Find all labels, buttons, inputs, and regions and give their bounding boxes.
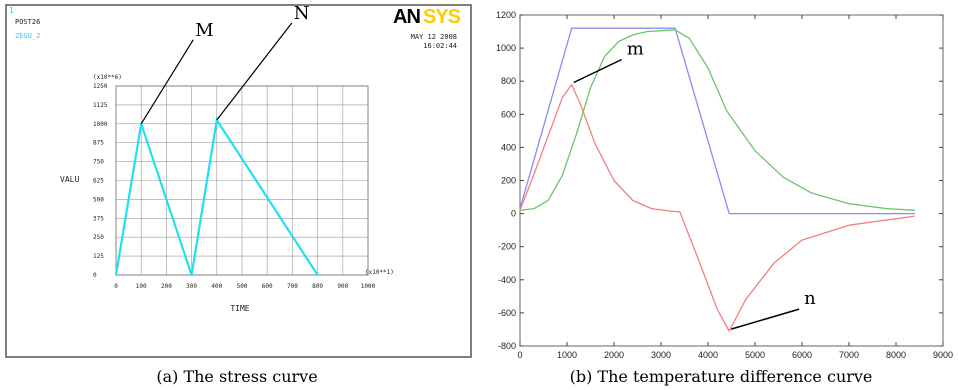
x-tick-label: 200 [161, 283, 172, 290]
annotation-leader-M [140, 39, 194, 125]
x-tick-label: 600 [262, 283, 273, 290]
x-tick-label: 8000 [886, 350, 906, 360]
x-tick-label: 4000 [698, 350, 718, 360]
annotation-leader-n [730, 308, 800, 330]
y-tick-label: -400 [498, 275, 516, 285]
x-tick-label: 3000 [651, 350, 671, 360]
stress-curve-chart: 1 POST26 ZEGU_2 AN SYS MAY 12 2008 16:02… [5, 3, 472, 358]
y-tick-label: 500 [93, 196, 104, 203]
x-tick-label: 2000 [604, 350, 624, 360]
y-tick-label: 1000 [93, 121, 108, 128]
annotation-label-m: m [627, 39, 644, 60]
x-tick-label: 5000 [745, 350, 765, 360]
x-tick-label: 400 [211, 283, 222, 290]
x-tick-label: 1000 [557, 350, 577, 360]
y-tick-label: 1000 [496, 43, 516, 53]
x-tick-label: 1000 [361, 283, 376, 290]
annotation-label-N: N [294, 3, 310, 24]
annotation-label-M: M [195, 20, 213, 41]
stress-tick-labels: 0 100 200 300 400 500 600 700 800 900 1000 0 125 250 3… [93, 83, 376, 290]
stress-grid [115, 85, 369, 276]
y-tick-label: 200 [501, 176, 516, 186]
ansys-logo: AN SYS [393, 6, 462, 28]
y-tick-label: 1200 [496, 10, 516, 20]
x-multiplier-label: (x10**1) [365, 269, 394, 276]
y-tick-label: -800 [498, 341, 516, 351]
date-label: MAY 12 2008 [411, 33, 457, 41]
x-tick-label: 100 [136, 283, 147, 290]
y-tick-label: 0 [93, 272, 97, 279]
stress-annotations: MN [140, 3, 310, 125]
y-tick-label: 1125 [93, 102, 108, 109]
y-tick-label: -600 [498, 308, 516, 318]
annotation-leader-m [573, 58, 623, 84]
svg-text:AN: AN [393, 6, 420, 28]
x-tick-label: 0 [517, 350, 522, 360]
annotation-label-n: n [804, 288, 816, 309]
green-series-line [519, 29, 915, 211]
blue-series-line [519, 27, 915, 215]
x-axis-label: TIME [230, 304, 249, 313]
temperature-difference-figure: 0 1000 2000 3000 4000 5000 6000 7000 8000 9000 -80… [486, 0, 956, 364]
x-tick-label: 800 [312, 283, 323, 290]
x-tick-label: 7000 [839, 350, 859, 360]
post26-label: POST26 [15, 18, 40, 26]
time-label: 16:02:44 [423, 42, 457, 50]
y-tick-label: 875 [93, 140, 104, 147]
stress-series [114, 117, 319, 276]
x-tick-label: 9000 [933, 350, 953, 360]
stress-line [114, 117, 319, 276]
temperature-series [519, 27, 915, 332]
caption-b: (b) The temperature difference curve [569, 367, 873, 386]
y-tick-label: 600 [501, 109, 516, 119]
x-tick-label: 6000 [792, 350, 812, 360]
x-tick-label: 900 [337, 283, 348, 290]
variable-tag: ZEGU_2 [15, 32, 40, 40]
y-axis-label: VALU [60, 175, 79, 184]
temperature-annotations: mn [573, 39, 816, 330]
stress-curve-figure: 1 POST26 ZEGU_2 AN SYS MAY 12 2008 16:02… [0, 0, 474, 364]
y-tick-label: 250 [93, 234, 104, 241]
y-tick-label: 400 [501, 142, 516, 152]
x-tick-label: 500 [237, 283, 248, 290]
annotation-leader-N [216, 22, 293, 121]
x-tick-label: 700 [287, 283, 298, 290]
caption-a: (a) The stress curve [156, 367, 318, 386]
y-tick-label: 0 [511, 209, 516, 219]
svg-text:SYS: SYS [423, 6, 461, 28]
x-tick-label: 300 [186, 283, 197, 290]
y-tick-label: 1250 [93, 83, 108, 90]
corner-mark: 1 [9, 6, 14, 15]
temperature-difference-chart: 0 1000 2000 3000 4000 5000 6000 7000 8000 9000-80… [496, 10, 953, 360]
y-tick-label: 125 [93, 253, 104, 260]
plot-frame [519, 14, 944, 347]
red-series-line [519, 83, 915, 332]
y-tick-label: 800 [501, 76, 516, 86]
y-tick-label: 750 [93, 159, 104, 166]
y-tick-label: 625 [93, 178, 104, 185]
ansys-frame [5, 4, 472, 358]
x-tick-label: 0 [114, 283, 118, 290]
temperature-tick-labels: 0 1000 2000 3000 4000 5000 6000 7000 8000 9000-80… [496, 10, 953, 360]
y-tick-label: -200 [498, 242, 516, 252]
y-multiplier-label: (x10**6) [93, 74, 122, 81]
y-tick-label: 375 [93, 215, 104, 222]
